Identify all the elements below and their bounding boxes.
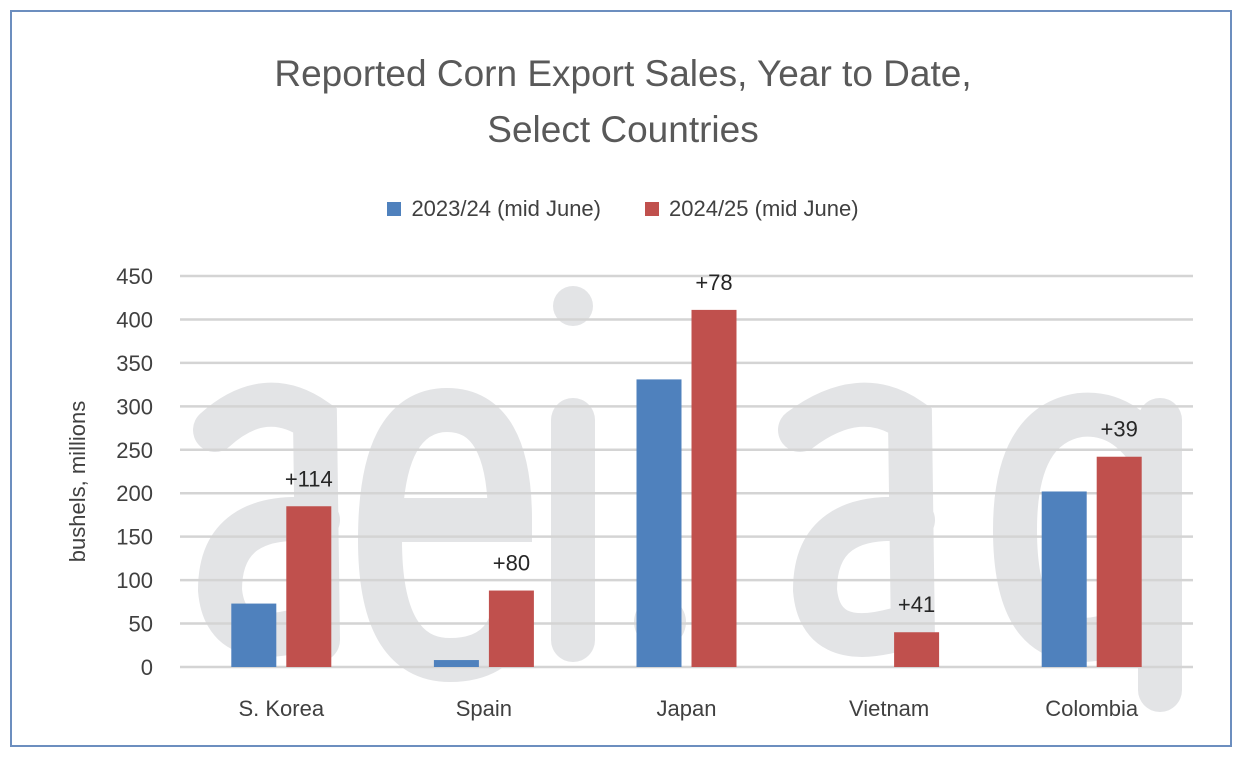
x-tick-label: Vietnam bbox=[849, 696, 929, 721]
y-tick-label: 250 bbox=[116, 438, 153, 463]
bar-2024-25 bbox=[691, 309, 737, 667]
x-tick-label: Spain bbox=[456, 696, 512, 721]
y-tick-label: 200 bbox=[116, 481, 153, 506]
bar-2024-25 bbox=[286, 506, 332, 667]
bar-2024-25 bbox=[1096, 456, 1142, 667]
y-tick-label: 0 bbox=[141, 655, 153, 680]
bar-2023-24 bbox=[433, 660, 479, 667]
legend-swatch-2024-25 bbox=[645, 202, 659, 216]
legend-swatch-2023-24 bbox=[387, 202, 402, 216]
y-tick-label: 350 bbox=[116, 351, 153, 376]
chart-title: Reported Corn Export Sales, Year to Date… bbox=[0, 46, 1246, 158]
y-tick-label: 450 bbox=[116, 264, 153, 289]
watermark-letter-a2 bbox=[778, 382, 935, 662]
bar-2023-24 bbox=[231, 603, 277, 667]
watermark-dot-i bbox=[553, 286, 593, 326]
legend: 2023/24 (mid June) 2024/25 (mid June) bbox=[0, 196, 1246, 222]
y-tick-label: 150 bbox=[116, 525, 153, 550]
x-tick-label: S. Korea bbox=[238, 696, 324, 721]
bar-2024-25 bbox=[894, 632, 940, 667]
legend-item-2024-25: 2024/25 (mid June) bbox=[645, 196, 859, 222]
bar-2024-25 bbox=[488, 590, 534, 667]
chart-title-line-1: Reported Corn Export Sales, Year to Date… bbox=[274, 53, 972, 94]
watermark-letter-e bbox=[357, 387, 533, 683]
data-label: +39 bbox=[1101, 417, 1138, 442]
bar-2023-24 bbox=[636, 379, 682, 667]
watermark-logo bbox=[193, 286, 1182, 712]
chart-frame bbox=[10, 10, 1232, 747]
x-tick-label: Japan bbox=[657, 696, 717, 721]
y-tick-label: 100 bbox=[116, 568, 153, 593]
chart-title-line-2: Select Countries bbox=[487, 109, 759, 150]
legend-label-2024-25: 2024/25 (mid June) bbox=[669, 196, 859, 221]
data-label: +78 bbox=[695, 270, 732, 295]
y-tick-label: 50 bbox=[129, 612, 153, 637]
data-label: +80 bbox=[493, 551, 530, 576]
legend-item-2023-24: 2023/24 (mid June) bbox=[387, 196, 601, 222]
y-axis-label: bushels, millions bbox=[65, 401, 90, 562]
y-tick-label: 300 bbox=[116, 394, 153, 419]
bar-2023-24 bbox=[1041, 491, 1087, 667]
legend-label-2023-24: 2023/24 (mid June) bbox=[411, 196, 601, 221]
y-tick-label: 400 bbox=[116, 307, 153, 332]
data-label: +41 bbox=[898, 592, 935, 617]
data-label: +114 bbox=[285, 466, 333, 491]
x-tick-label: Colombia bbox=[1045, 696, 1139, 721]
